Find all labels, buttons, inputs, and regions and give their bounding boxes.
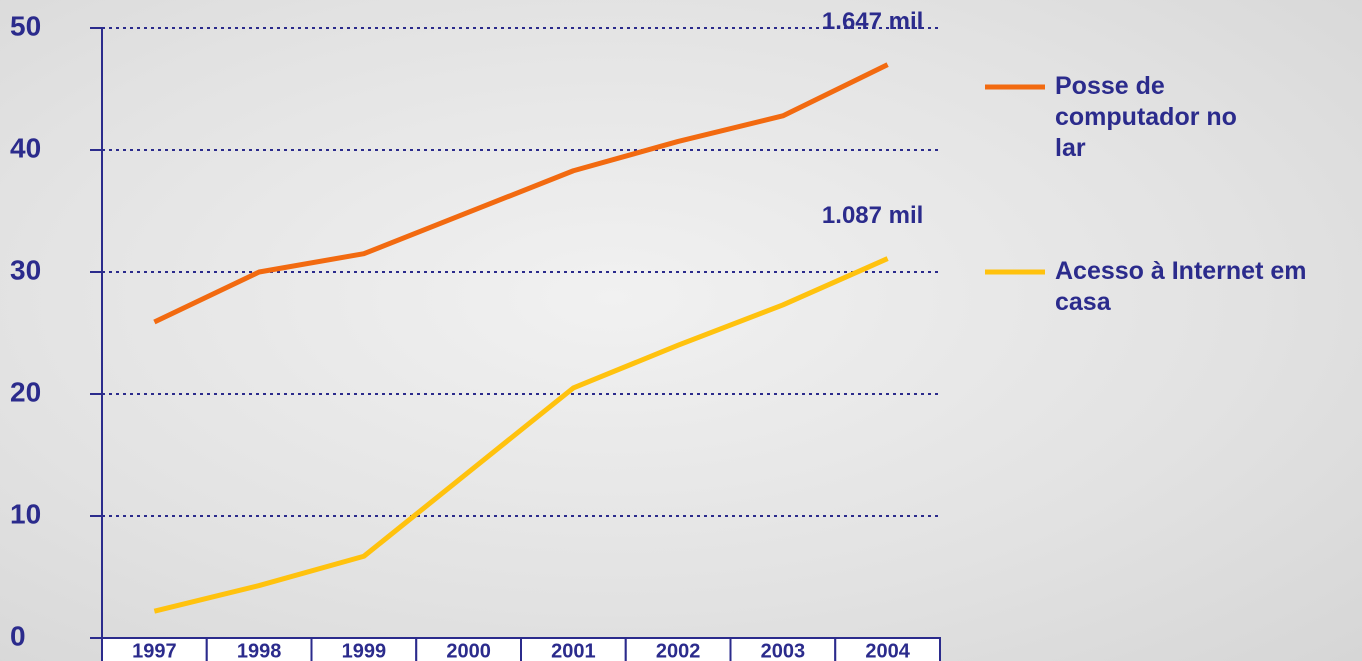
annotation: 1.087 mil [822, 202, 923, 229]
x-tick-label: 2004 [865, 640, 910, 661]
chart: 0 10 20 30 40 50 1997 1998 1999 2000 2001 2002 2003 2… [0, 0, 1362, 661]
y-tick-label: 50 [10, 10, 41, 41]
x-tick-label: 1997 [132, 640, 177, 661]
annotation: 1.647 mil [822, 8, 923, 35]
legend-label: Posse de computador no lar [1055, 71, 1255, 164]
y-tick-label: 30 [10, 254, 41, 285]
x-tick-label: 2003 [761, 640, 806, 661]
series-line [154, 259, 887, 612]
x-tick-label: 1999 [342, 640, 387, 661]
x-tick-label: 1998 [237, 640, 282, 661]
y-tick-label: 0 [10, 620, 26, 651]
y-tick-label: 10 [10, 498, 41, 529]
x-tick-label: 2000 [446, 640, 491, 661]
y-tick-label: 20 [10, 376, 41, 407]
y-tick-label: 40 [10, 132, 41, 163]
x-tick-label: 2001 [551, 640, 596, 661]
legend-label: Acesso à Internet em casa [1055, 256, 1362, 318]
x-tick-label: 2002 [656, 640, 701, 661]
series-line [154, 65, 887, 322]
